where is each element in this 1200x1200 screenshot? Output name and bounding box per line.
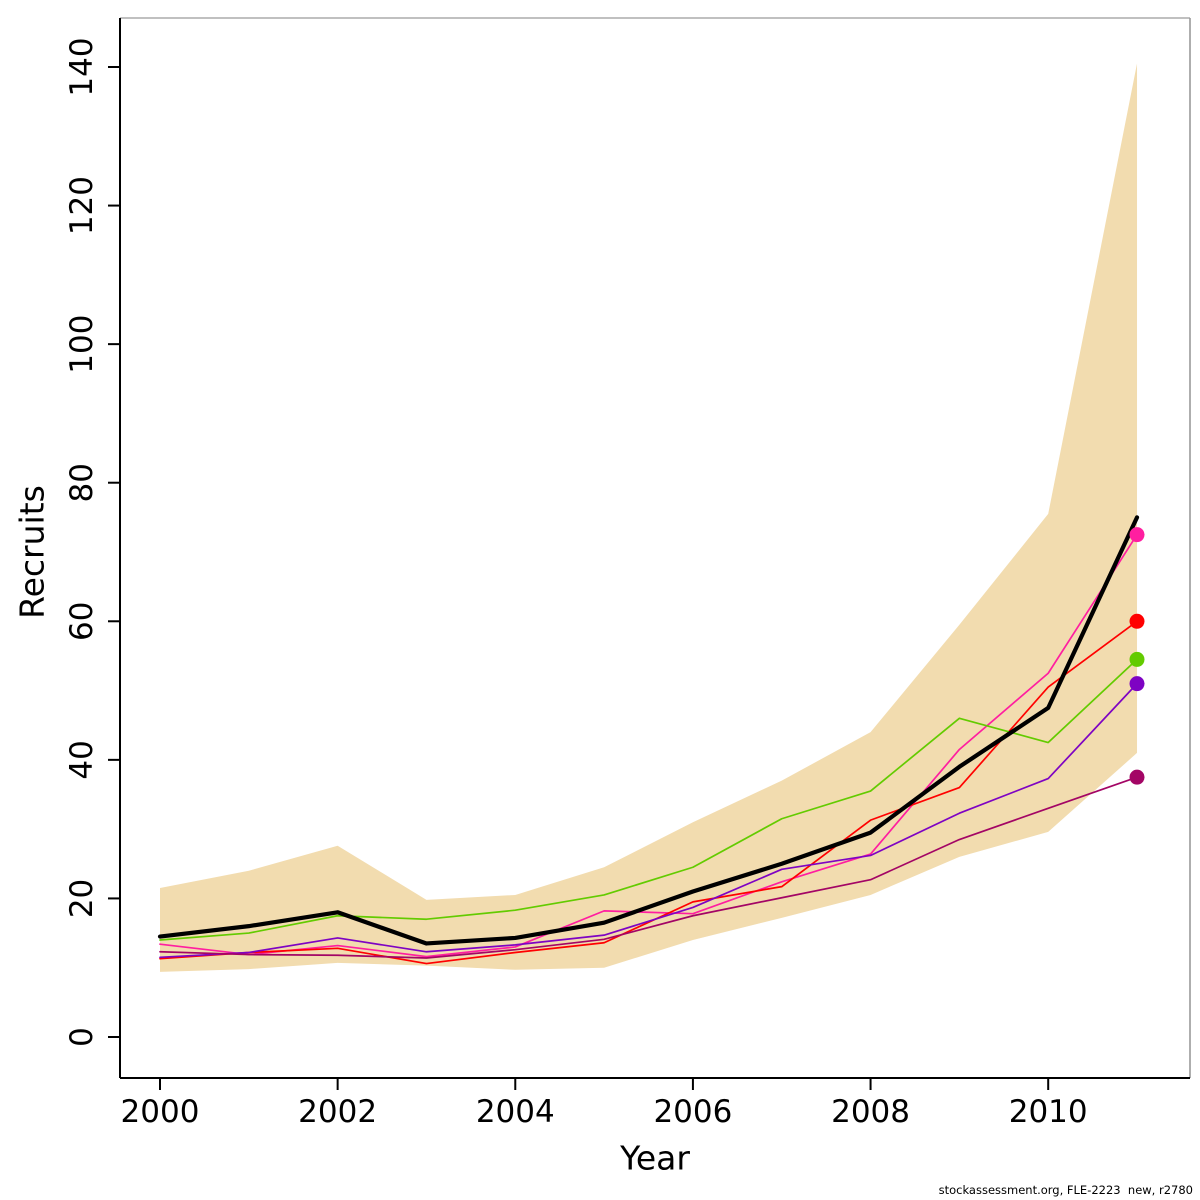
y-tick-label: 100 [64, 315, 100, 374]
footer-attribution: stockassessment.org, FLE-2223 new, r2780 [938, 1183, 1193, 1197]
x-axis-title: Year [620, 1138, 690, 1178]
series-line-base-run [157, 515, 1140, 946]
x-tick-label: 2000 [121, 1094, 200, 1130]
endpoint-dot-run-magenta [1129, 527, 1145, 543]
y-axis-title: Recruits [12, 485, 52, 619]
confidence-band [160, 63, 1138, 972]
series-line-run-purple [159, 682, 1138, 959]
endpoint-dot-run-darkmagenta [1129, 769, 1145, 785]
series-line-run-magenta [159, 533, 1138, 958]
series-line-run-darkmagenta [159, 776, 1138, 959]
y-tick-label: 20 [64, 879, 100, 918]
y-tick-label: 120 [64, 176, 100, 235]
endpoint-dot-run-purple [1129, 676, 1145, 692]
y-tick-label: 60 [64, 602, 100, 641]
series-line-run-green [159, 658, 1138, 941]
y-tick-label: 40 [64, 740, 100, 779]
y-tick-label: 140 [64, 37, 100, 96]
x-tick-label: 2008 [831, 1094, 910, 1130]
y-tick-label: 80 [64, 463, 100, 502]
endpoint-dot-run-red [1129, 613, 1145, 629]
x-tick-label: 2002 [298, 1094, 377, 1130]
series-line-run-red [159, 620, 1138, 965]
x-tick-label: 2004 [476, 1094, 555, 1130]
x-tick-label: 2010 [1009, 1094, 1088, 1130]
x-tick-label: 2006 [653, 1094, 732, 1130]
endpoint-dot-run-green [1129, 651, 1145, 667]
y-tick-label: 0 [64, 1027, 100, 1047]
